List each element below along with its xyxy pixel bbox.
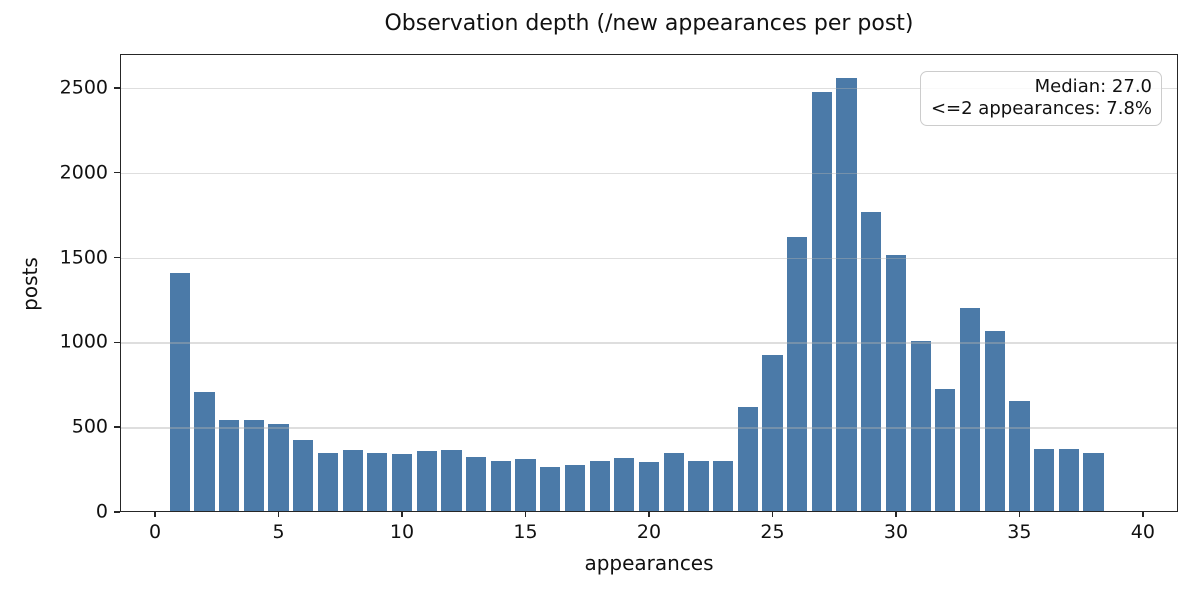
y-tick-mark [114, 341, 120, 344]
y-tick-label: 2500 [59, 76, 108, 99]
bar [416, 451, 437, 512]
bar [219, 419, 240, 512]
bar [589, 460, 610, 512]
y-tick-mark [114, 87, 120, 89]
bar [984, 330, 1005, 512]
bar [614, 457, 635, 512]
x-tick-mark [524, 512, 527, 517]
bar [540, 466, 561, 512]
y-tick-mark [114, 171, 120, 174]
x-tick-label: 40 [1130, 521, 1155, 543]
bar [935, 388, 956, 512]
bar [317, 452, 339, 512]
legend-line-appearances: <=2 appearances: 7.8% [930, 98, 1152, 119]
x-tick-label: 20 [636, 521, 662, 543]
gridline [120, 342, 1178, 344]
bar [169, 272, 190, 512]
bar [737, 407, 758, 512]
bar [466, 456, 487, 512]
chart-title: Observation depth (/new appearances per … [384, 11, 914, 36]
bar [441, 449, 462, 512]
gridline [120, 172, 1178, 175]
bar [861, 211, 882, 512]
x-tick-label: 15 [513, 521, 538, 543]
bar [268, 423, 289, 512]
gridline [120, 87, 1178, 90]
x-tick-mark [1018, 512, 1021, 517]
y-tick-mark [114, 256, 120, 259]
bar [342, 449, 363, 512]
bar [490, 461, 511, 512]
y-axis-label: posts [18, 257, 42, 311]
x-tick-label: 30 [883, 521, 909, 543]
y-tick-label: 500 [71, 415, 108, 438]
x-tick-label: 35 [1007, 521, 1032, 543]
x-tick-mark [154, 512, 156, 517]
bar [663, 452, 684, 512]
y-tick-label: 2000 [59, 161, 108, 184]
bar [1058, 449, 1079, 512]
bar [243, 419, 264, 512]
bar [564, 465, 586, 512]
bar [194, 392, 215, 512]
bar [762, 354, 783, 512]
x-tick-label: 25 [760, 521, 785, 543]
x-tick-mark [1142, 512, 1144, 517]
y-tick-label: 1000 [59, 330, 108, 353]
x-tick-mark [771, 512, 774, 517]
bar [638, 461, 660, 512]
bar [367, 453, 388, 512]
x-tick-label: 0 [149, 521, 162, 543]
y-tick-label: 0 [95, 500, 108, 523]
gridline [120, 257, 1178, 259]
x-axis-label: appearances [584, 551, 714, 575]
bar [713, 460, 734, 512]
x-tick-mark [895, 512, 897, 517]
bar [959, 307, 981, 512]
y-tick-label: 1500 [59, 246, 108, 269]
y-tick-mark [114, 426, 120, 428]
bar [910, 341, 931, 512]
x-tick-mark [648, 512, 650, 517]
bar [688, 461, 709, 512]
x-tick-label: 5 [272, 521, 285, 543]
bar [836, 78, 857, 512]
bar [1083, 452, 1104, 512]
gridline [120, 427, 1178, 429]
y-tick-mark [114, 511, 120, 513]
bar [1034, 449, 1055, 512]
x-tick-mark [277, 512, 280, 517]
legend-line-median: Median: 27.0 [1034, 76, 1152, 97]
x-tick-mark [401, 512, 403, 517]
bar [787, 236, 808, 512]
bar [293, 439, 314, 512]
bar [885, 254, 907, 512]
bar [811, 92, 833, 512]
bar [391, 453, 413, 512]
plot-area [120, 54, 1178, 512]
x-tick-label: 10 [389, 521, 415, 543]
legend: Median: 27.0 <=2 appearances: 7.8% [919, 71, 1162, 126]
bar [1009, 401, 1030, 512]
bar [515, 458, 536, 512]
